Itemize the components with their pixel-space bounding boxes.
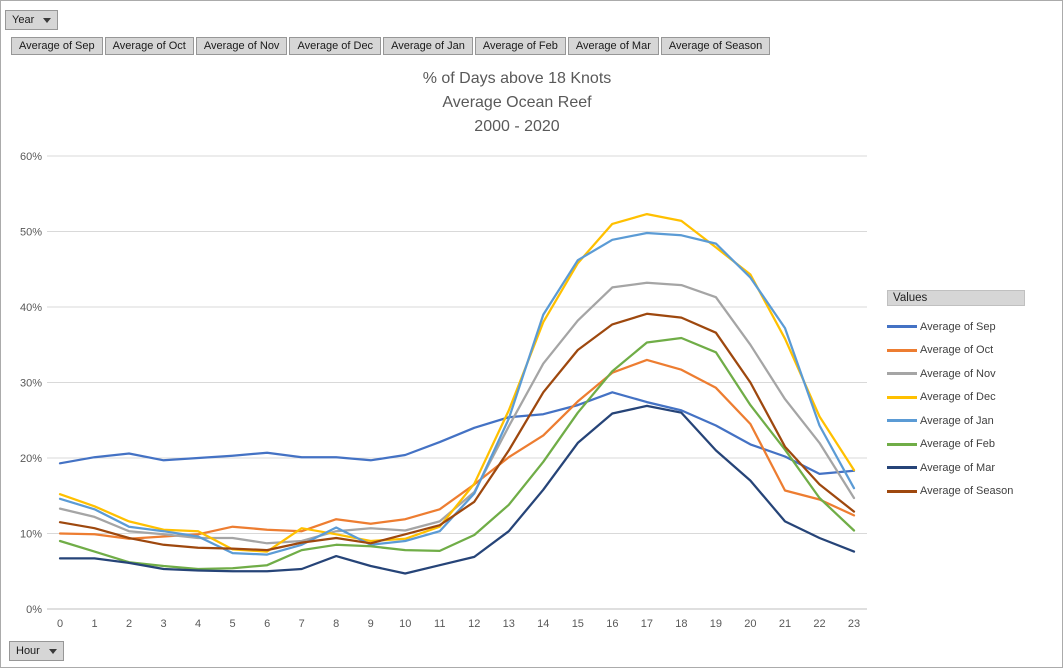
x-axis-label: 18 xyxy=(675,618,687,630)
series-line-average-of-sep xyxy=(58,391,856,476)
x-axis-label: 7 xyxy=(299,618,305,630)
x-axis-label: 20 xyxy=(744,618,756,630)
x-axis-label: 1 xyxy=(91,618,97,630)
x-axis-label: 10 xyxy=(399,618,411,630)
legend-items: Average of Sep Average of Oct Average of N… xyxy=(887,315,1025,503)
chart-legend: Values Average of Sep Average of Oct Avera… xyxy=(887,290,1025,503)
field-button-average-of-feb[interactable]: Average of Feb xyxy=(474,37,566,55)
legend-item-average-of-dec: Average of Dec xyxy=(887,386,1025,410)
x-axis-label: 13 xyxy=(503,618,515,630)
legend-item-average-of-sep: Average of Sep xyxy=(887,315,1025,339)
y-axis-label: 30% xyxy=(20,378,42,390)
x-axis-label: 4 xyxy=(195,618,201,630)
chart-title-line-3: 2000 - 2020 xyxy=(474,118,560,135)
x-axis-label: 0 xyxy=(57,618,63,630)
field-button-average-of-dec[interactable]: Average of Dec xyxy=(289,37,382,55)
legend-header: Values xyxy=(887,290,1025,306)
legend-label: Average of Jan xyxy=(920,414,994,427)
legend-swatch-icon xyxy=(887,325,917,329)
field-button-average-of-nov[interactable]: Average of Nov xyxy=(195,37,288,55)
x-axis-label: 22 xyxy=(813,618,825,630)
legend-item-average-of-mar: Average of Mar xyxy=(887,456,1025,480)
x-axis-label: 11 xyxy=(434,618,445,630)
field-button-average-of-oct[interactable]: Average of Oct xyxy=(104,37,194,55)
field-button-average-of-season[interactable]: Average of Season xyxy=(660,37,771,55)
legend-swatch-icon xyxy=(887,348,917,352)
x-axis-label: 6 xyxy=(264,618,270,630)
series-line-average-of-season xyxy=(58,312,856,552)
chart-title-line-1: % of Days above 18 Knots xyxy=(422,70,612,87)
field-button-average-of-mar[interactable]: Average of Mar xyxy=(567,37,659,55)
legend-label: Average of Mar xyxy=(920,461,996,474)
x-axis-label: 8 xyxy=(333,618,339,630)
x-axis-label: 2 xyxy=(126,618,132,630)
x-axis-label: 9 xyxy=(368,618,374,630)
y-axis-label: 40% xyxy=(20,302,42,314)
chart-title: % of Days above 18 Knots Average Ocean R… xyxy=(301,67,733,139)
y-axis-label: 10% xyxy=(20,529,42,541)
year-filter-label: Year xyxy=(12,14,35,26)
series-line-average-of-mar xyxy=(58,404,856,575)
legend-label: Average of Oct xyxy=(920,344,994,357)
y-axis-label: 50% xyxy=(20,227,42,239)
field-button-average-of-sep[interactable]: Average of Sep xyxy=(11,37,103,55)
x-axis-label: 12 xyxy=(468,618,480,630)
year-filter-button[interactable]: Year xyxy=(5,10,59,30)
x-axis-label: 17 xyxy=(641,618,653,630)
legend-label: Average of Nov xyxy=(920,367,996,380)
field-button-row: Average of Sep Average of Oct Average of N… xyxy=(11,37,771,55)
legend-item-average-of-season: Average of Season xyxy=(887,480,1025,504)
x-axis-label: 21 xyxy=(779,618,791,630)
series-line-average-of-dec xyxy=(58,212,856,553)
legend-item-average-of-feb: Average of Feb xyxy=(887,433,1025,457)
legend-swatch-icon xyxy=(887,489,917,493)
legend-label: Average of Season xyxy=(920,485,1014,498)
legend-label: Average of Feb xyxy=(920,438,996,451)
x-axis-label: 15 xyxy=(572,618,584,630)
x-axis-label: 14 xyxy=(537,618,549,630)
field-button-average-of-jan[interactable]: Average of Jan xyxy=(383,37,473,55)
legend-swatch-icon xyxy=(887,442,917,446)
y-axis-label: 0% xyxy=(26,604,42,616)
y-axis-label: 60% xyxy=(20,151,42,163)
legend-label: Average of Dec xyxy=(920,391,996,404)
series-line-average-of-feb xyxy=(58,336,856,571)
dropdown-caret-icon xyxy=(48,648,57,654)
legend-swatch-icon xyxy=(887,419,917,423)
legend-swatch-icon xyxy=(887,395,917,399)
x-axis-label: 3 xyxy=(161,618,167,630)
legend-item-average-of-oct: Average of Oct xyxy=(887,339,1025,363)
hour-axis-label: Hour xyxy=(16,645,40,657)
x-axis-label: 5 xyxy=(230,618,236,630)
legend-item-average-of-jan: Average of Jan xyxy=(887,409,1025,433)
x-axis-label: 19 xyxy=(710,618,722,630)
chart-title-line-2: Average Ocean Reef xyxy=(442,94,592,111)
legend-swatch-icon xyxy=(887,466,917,470)
x-axis-label: 23 xyxy=(848,618,860,630)
legend-label: Average of Sep xyxy=(920,320,996,333)
legend-item-average-of-nov: Average of Nov xyxy=(887,362,1025,386)
dropdown-caret-icon xyxy=(43,17,52,23)
hour-axis-button[interactable]: Hour xyxy=(9,641,64,661)
legend-swatch-icon xyxy=(887,372,917,376)
x-axis-label: 16 xyxy=(606,618,618,630)
y-axis-label: 20% xyxy=(20,453,42,465)
